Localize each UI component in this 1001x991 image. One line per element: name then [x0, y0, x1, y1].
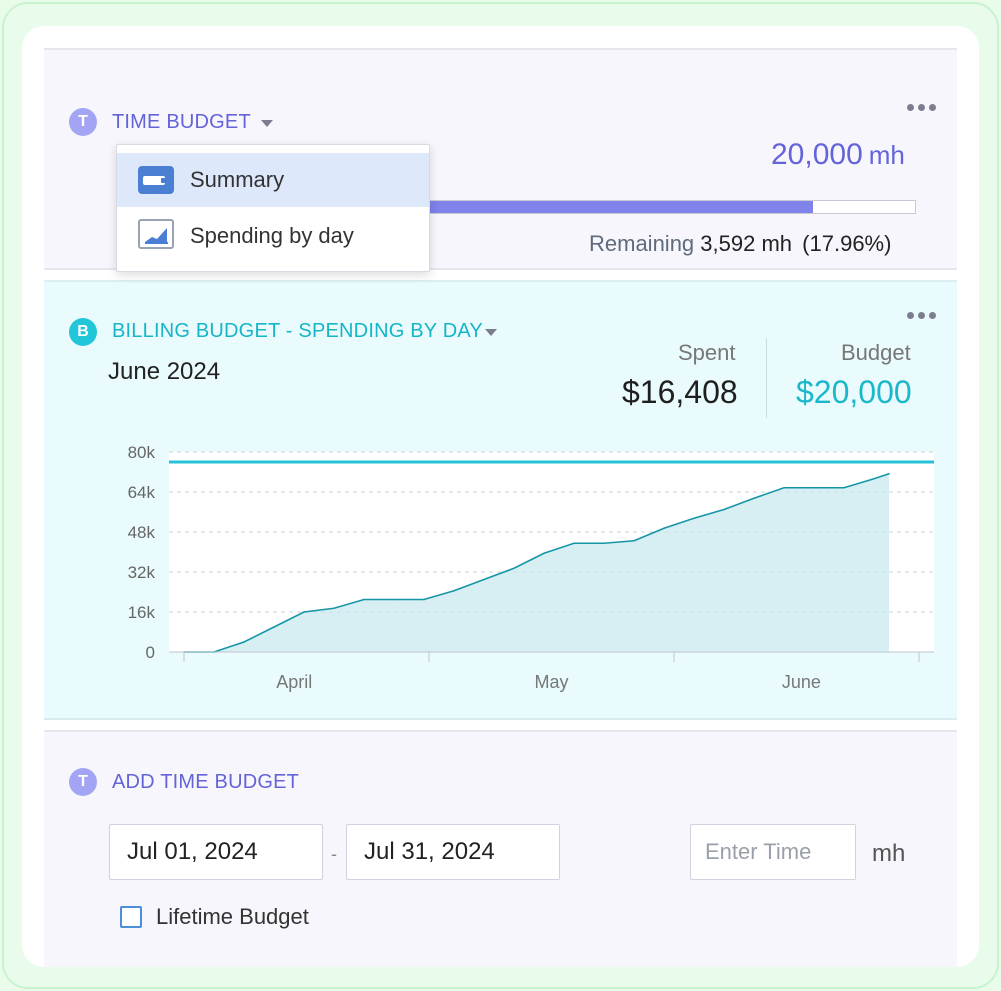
remaining-summary: Remaining 3,592 mh (17.96%) [589, 231, 891, 257]
time-budget-title[interactable]: TIME BUDGET [112, 111, 251, 133]
budget-card: T TIME BUDGET 20,000 mh Remaining 3,592 m… [22, 26, 979, 967]
chart-month: June 2024 [108, 358, 221, 385]
data-point [273, 626, 275, 628]
billing-budget-badge: B [69, 318, 97, 346]
spent-label: Spent [678, 340, 736, 365]
data-point [363, 598, 365, 601]
data-point [783, 486, 785, 489]
date-range-separator: - [331, 844, 337, 864]
menu-item-summary[interactable]: Summary [117, 153, 429, 207]
data-point [423, 598, 425, 601]
stat-divider [766, 338, 767, 418]
spending-area-chart: 0 16k 32k 48k 64k 80k April May June [128, 443, 934, 692]
lifetime-budget-checkbox[interactable] [120, 906, 142, 928]
y-tick-label: 16k [128, 603, 156, 622]
summary-card-icon [138, 166, 174, 194]
add-time-budget-panel: T ADD TIME BUDGET Jul 01, 2024 - Jul 31,… [44, 730, 957, 967]
data-point [873, 477, 875, 480]
data-point [663, 527, 665, 530]
data-point [303, 611, 305, 613]
x-tick-label: June [782, 672, 821, 692]
budget-value: $20,000 [796, 374, 912, 410]
y-tick-label: 32k [128, 563, 156, 582]
add-time-budget-title: ADD TIME BUDGET [112, 771, 300, 793]
remaining-percent: (17.96%) [802, 231, 892, 256]
enter-time-input[interactable]: Enter Time [690, 824, 856, 880]
budget-label: Budget [841, 340, 911, 365]
data-point [513, 567, 515, 570]
remaining-unit: mh [761, 231, 793, 256]
end-date-field[interactable]: Jul 31, 2024 [346, 824, 560, 880]
y-tick-label: 0 [146, 643, 155, 662]
data-point [483, 578, 485, 581]
data-point [573, 542, 575, 545]
lifetime-budget-label[interactable]: Lifetime Budget [156, 904, 309, 929]
spent-value: $16,408 [622, 374, 738, 410]
time-budget-panel: T TIME BUDGET 20,000 mh Remaining 3,592 m… [44, 48, 957, 272]
data-point [393, 598, 395, 601]
data-point [813, 486, 815, 489]
data-point [723, 508, 725, 511]
more-dots-icon[interactable] [907, 104, 936, 111]
spending-area-fill [184, 473, 889, 652]
time-budget-progress-bar [344, 200, 916, 214]
time-budget-badge: T [69, 108, 97, 136]
data-point [693, 517, 695, 520]
x-tick-label: April [276, 672, 312, 692]
chevron-down-icon[interactable] [261, 120, 273, 127]
billing-budget-title[interactable]: BILLING BUDGET - SPENDING BY DAY [112, 320, 483, 342]
data-point [453, 589, 455, 592]
time-budget-amount-value: 20,000 [771, 138, 863, 171]
progress-fill [345, 201, 813, 213]
start-date-field[interactable]: Jul 01, 2024 [109, 824, 323, 880]
data-point [543, 552, 545, 555]
y-tick-label: 48k [128, 523, 156, 542]
add-time-budget-badge: T [69, 768, 97, 796]
remaining-value: 3,592 [700, 231, 756, 256]
data-point [243, 641, 245, 643]
menu-item-label: Spending by day [190, 223, 354, 248]
more-dots-icon[interactable] [907, 312, 936, 319]
time-unit-label: mh [872, 840, 906, 867]
menu-item-spending-by-day[interactable]: Spending by day [117, 209, 429, 263]
remaining-label: Remaining [589, 231, 695, 256]
view-dropdown-menu: Summary Spending by day [116, 144, 430, 272]
data-point [888, 472, 890, 475]
area-chart-icon [138, 219, 174, 249]
time-budget-amount: 20,000 mh [771, 138, 905, 172]
data-point [603, 542, 605, 545]
x-tick-label: May [534, 672, 568, 692]
billing-budget-panel: B BILLING BUDGET - SPENDING BY DAY June … [44, 280, 957, 720]
menu-item-label: Summary [190, 167, 285, 192]
time-budget-amount-unit: mh [868, 140, 905, 170]
chevron-down-icon[interactable] [485, 329, 497, 336]
data-point [333, 607, 335, 610]
y-tick-label: 80k [128, 443, 156, 462]
y-tick-label: 64k [128, 483, 156, 502]
data-point [633, 539, 635, 542]
data-point [843, 486, 845, 489]
data-point [753, 497, 755, 500]
